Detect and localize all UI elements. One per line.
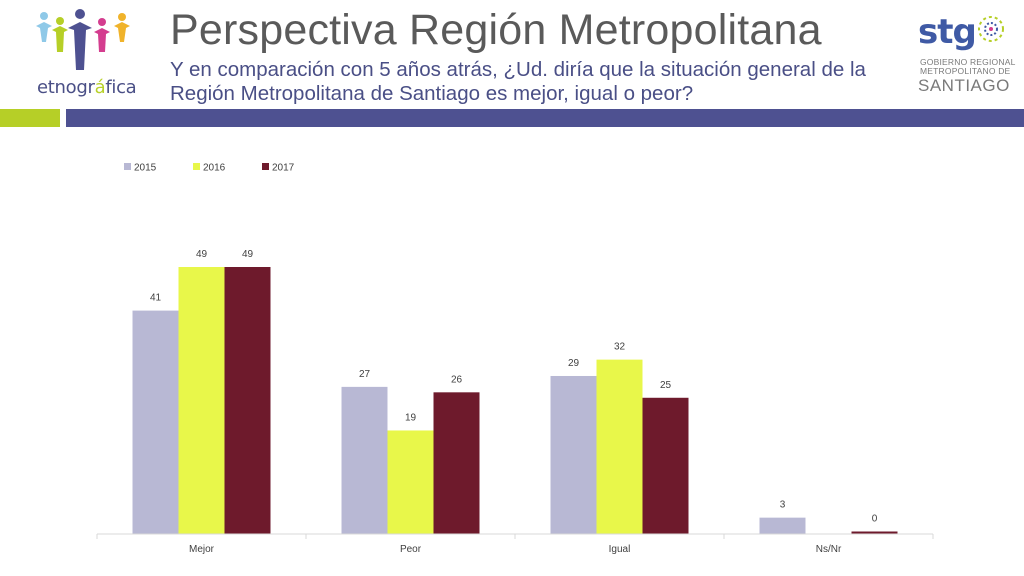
category-label: Igual bbox=[609, 544, 631, 555]
bar-peor-2016 bbox=[387, 430, 434, 534]
data-label: 29 bbox=[568, 358, 580, 369]
data-label: 26 bbox=[451, 374, 463, 385]
gobierno-line3: SANTIAGO bbox=[918, 76, 1010, 95]
data-label: 0 bbox=[872, 514, 878, 525]
chart-bars: 41 49 49 27 19 26 29 32 25 3 0 bbox=[132, 249, 898, 534]
people-figures-icon bbox=[36, 9, 130, 70]
bar-igual-2016 bbox=[596, 359, 643, 534]
bar-mejor-2017 bbox=[224, 267, 271, 534]
page-subtitle: Y en comparación con 5 años atrás, ¿Ud. … bbox=[170, 58, 866, 105]
bar-peor-2017 bbox=[433, 392, 480, 534]
stg-logo-mark: stg bbox=[918, 12, 977, 52]
bar-igual-2017 bbox=[642, 397, 689, 534]
legend-swatch-2016 bbox=[193, 163, 200, 170]
logo-wordmark: etnográfica bbox=[37, 77, 137, 98]
chart-legend: 2015 2016 2017 bbox=[124, 163, 295, 174]
logo-text-part1: etnogr bbox=[37, 77, 95, 98]
gobierno-line2: METROPOLITANO DE bbox=[920, 66, 1011, 76]
bar-ns-nr-2017 bbox=[851, 531, 898, 534]
header-accent-green bbox=[0, 109, 60, 127]
etnografica-logo bbox=[36, 9, 130, 70]
data-label: 41 bbox=[150, 293, 162, 304]
data-label: 27 bbox=[359, 369, 371, 380]
bar-mejor-2015 bbox=[132, 310, 179, 534]
bar-mejor-2016 bbox=[178, 267, 225, 534]
data-label: 19 bbox=[405, 412, 417, 423]
star-burst-icon bbox=[978, 16, 1004, 42]
logo-text-accent: á bbox=[94, 77, 106, 98]
category-label: Mejor bbox=[189, 544, 215, 555]
data-label: 49 bbox=[242, 249, 254, 260]
legend-swatch-2015 bbox=[124, 163, 131, 170]
bar-ns-nr-2015 bbox=[759, 517, 806, 534]
legend-label-2016: 2016 bbox=[203, 163, 226, 174]
bar-igual-2015 bbox=[550, 375, 597, 534]
legend-label-2015: 2015 bbox=[134, 163, 157, 174]
bar-peor-2015 bbox=[341, 386, 388, 534]
data-label: 25 bbox=[660, 380, 672, 391]
data-label: 3 bbox=[780, 500, 786, 511]
gobierno-line1: GOBIERNO REGIONAL bbox=[920, 57, 1016, 67]
header-accent-blue bbox=[66, 109, 1024, 127]
page-title: Perspectiva Región Metropolitana bbox=[170, 6, 822, 54]
chart-x-axis: Mejor Peor Igual Ns/Nr bbox=[96, 533, 934, 555]
legend-swatch-2017 bbox=[262, 163, 269, 170]
category-label: Peor bbox=[400, 544, 422, 555]
data-label: 32 bbox=[614, 342, 626, 353]
logo-text-part2: fica bbox=[105, 77, 137, 98]
legend-label-2017: 2017 bbox=[272, 163, 295, 174]
data-label: 49 bbox=[196, 249, 208, 260]
category-label: Ns/Nr bbox=[816, 544, 842, 555]
